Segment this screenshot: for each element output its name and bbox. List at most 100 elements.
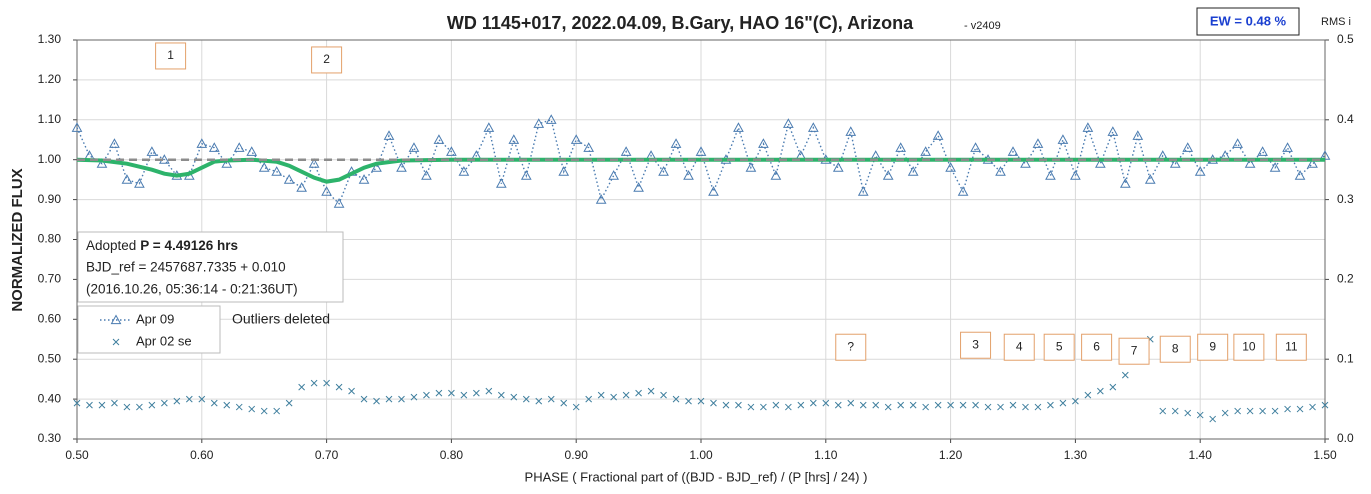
info-box — [77, 231, 344, 303]
ew-label: EW = 0.48 % — [1210, 13, 1287, 28]
point — [1234, 407, 1241, 415]
point — [1107, 126, 1119, 136]
x-tick-label: 1.10 — [814, 448, 838, 462]
point — [797, 401, 805, 409]
point — [1244, 158, 1256, 168]
point — [86, 401, 93, 409]
point — [271, 166, 283, 176]
annotation-box — [1081, 333, 1113, 361]
point — [408, 142, 420, 152]
point — [832, 162, 844, 172]
point — [495, 178, 507, 188]
point — [610, 393, 617, 401]
point — [733, 122, 744, 132]
point — [1057, 134, 1069, 144]
point — [298, 383, 305, 391]
point — [1022, 403, 1029, 411]
point — [1221, 409, 1229, 417]
y-tick-label: 0.60 — [38, 311, 62, 325]
annotation-box — [1003, 333, 1035, 361]
annotation-box — [1233, 333, 1265, 361]
point — [260, 407, 268, 415]
point — [258, 162, 270, 172]
point — [1045, 170, 1056, 180]
series-line — [76, 157, 1325, 184]
annotation-box — [835, 333, 867, 361]
point — [483, 122, 495, 132]
point — [1084, 391, 1092, 399]
point — [934, 401, 942, 409]
point — [1047, 401, 1054, 409]
point — [535, 397, 543, 405]
legend-label: Apr 02 se — [136, 333, 192, 348]
point — [957, 186, 969, 196]
point — [583, 142, 595, 152]
point — [308, 158, 320, 168]
point — [970, 142, 981, 152]
point — [560, 399, 568, 407]
point — [708, 186, 719, 196]
point — [146, 146, 158, 156]
point — [508, 134, 520, 144]
info-period: P = 4.49126 hrs — [140, 238, 238, 253]
annotation-box — [155, 42, 187, 70]
plot-area: 0.50 0.60 0.70 0.80 0.90 1.00 1.10 1.20 1.30 1.40… — [38, 32, 1354, 462]
point — [248, 405, 256, 413]
y-tick-label: 0.30 — [38, 431, 62, 445]
point — [134, 178, 145, 188]
point — [360, 395, 368, 403]
point — [1182, 142, 1194, 152]
x-tick-label: 0.70 — [315, 448, 339, 462]
point — [1119, 178, 1131, 188]
point — [697, 397, 705, 405]
annotation-box — [311, 46, 343, 74]
point — [446, 146, 457, 156]
point — [1082, 122, 1094, 132]
point — [323, 379, 330, 387]
point — [722, 401, 730, 409]
point — [421, 170, 432, 180]
point — [909, 401, 917, 409]
x-tick-label: 1.30 — [1064, 448, 1088, 462]
point — [497, 391, 505, 399]
point — [123, 403, 131, 411]
point — [907, 166, 919, 176]
chart-title: WD 1145+017, 2022.04.09, B.Gary, HAO 16"… — [447, 13, 914, 33]
annotation-box — [1118, 337, 1150, 365]
point — [109, 138, 120, 148]
point — [660, 391, 667, 399]
point — [198, 395, 206, 403]
point — [747, 403, 755, 411]
y-tick-label: 0.90 — [38, 192, 62, 206]
info-prefix: Adopted — [86, 238, 136, 253]
series-line — [76, 118, 1326, 205]
point — [770, 170, 782, 180]
point — [246, 146, 258, 156]
point — [1159, 407, 1167, 415]
point — [223, 401, 231, 409]
point — [1169, 158, 1181, 168]
annotation-label: 3 — [972, 337, 979, 351]
point — [410, 393, 418, 401]
point — [1109, 383, 1117, 391]
point — [1294, 170, 1306, 180]
point — [1032, 138, 1044, 148]
point — [658, 166, 669, 176]
annotation-label: 9 — [1209, 339, 1216, 353]
point — [872, 401, 880, 409]
point — [745, 162, 757, 172]
point — [984, 403, 992, 411]
info-line: (2016.10.26, 05:36:14 - 0:21:36UT) — [86, 282, 298, 297]
y2-tick-label: 0.2 — [1337, 272, 1354, 286]
point — [1271, 407, 1279, 415]
point — [758, 138, 769, 148]
y-tick-label: 0.80 — [38, 232, 62, 246]
y-tick-label: 1.30 — [38, 32, 62, 46]
point — [685, 397, 692, 405]
annotation-label: 7 — [1131, 343, 1138, 357]
point — [997, 403, 1004, 411]
point — [1259, 407, 1266, 415]
point — [595, 194, 607, 204]
y2-tick-label: 0.0 — [1337, 431, 1354, 445]
